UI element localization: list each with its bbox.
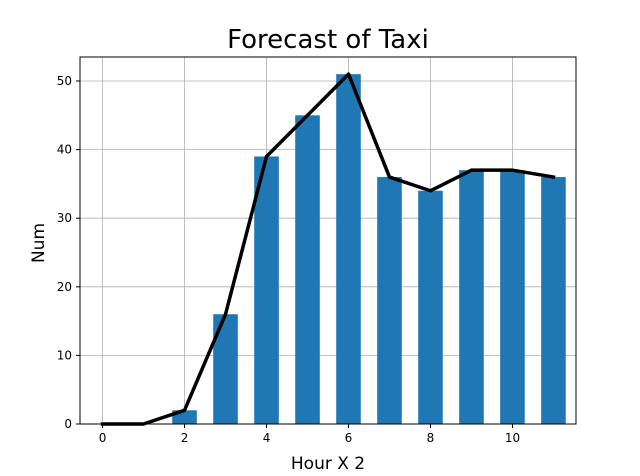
x-tick-label: 2 [181,431,189,445]
bar [295,115,320,424]
chart-title: Forecast of Taxi [227,25,429,55]
bar [377,177,402,424]
axes [79,56,577,425]
series-line [100,72,556,426]
y-tick-label: 20 [57,280,72,294]
ticks: 0 2 4 6 8 10 0 10 20 30 40 50 [57,74,520,445]
y-tick-label: 40 [57,143,72,157]
bar [541,177,566,424]
x-tick-label: 0 [99,431,107,445]
plot-frame [79,56,577,425]
bar [500,170,525,424]
x-axis-label: Hour X 2 [291,454,365,474]
y-tick-label: 30 [57,211,72,225]
bar [336,74,361,424]
x-tick-label: 4 [263,431,271,445]
line-series [100,72,556,426]
y-tick-label: 10 [57,348,72,362]
x-tick-label: 6 [345,431,353,445]
bar [418,190,443,424]
y-axis-label: Num [29,223,49,263]
x-tick-label: 10 [505,431,520,445]
x-tick-label: 8 [427,431,435,445]
bar [254,156,279,424]
bar [459,170,484,424]
y-tick-label: 50 [57,74,72,88]
y-tick-label: 0 [64,417,72,431]
